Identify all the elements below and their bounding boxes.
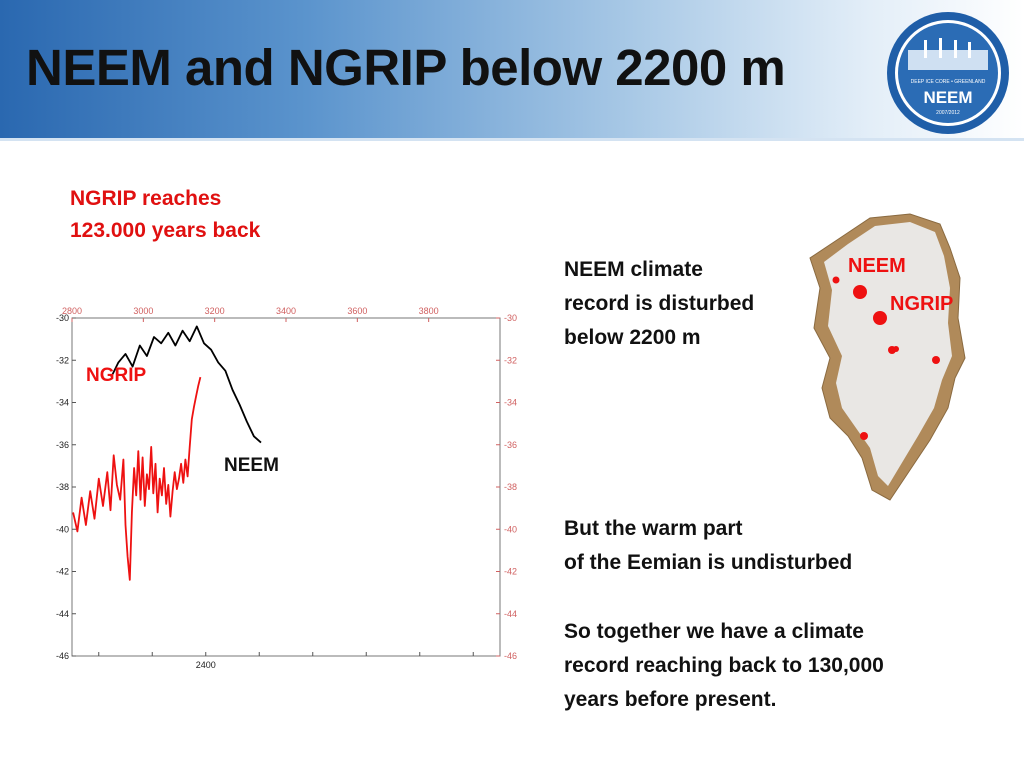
map-site-dot: [860, 432, 868, 440]
text-disturbed-line-1: NEEM climate: [564, 258, 703, 281]
text-disturbed-line-2: record is disturbed: [564, 292, 755, 315]
text-disturbed-line-3: below 2200 m: [564, 326, 701, 349]
left-axis-tick-label: -42: [56, 567, 69, 577]
text-conclusion: So together we have a climate record rea…: [564, 615, 884, 717]
greenland-map: NEEM NGRIP: [809, 213, 966, 501]
right-axis-tick-label: -42: [504, 567, 517, 577]
text-disturbed: NEEM climate record is disturbed below 2…: [564, 253, 754, 355]
map-site-dot: [893, 346, 899, 352]
right-axis-tick-label: -32: [504, 355, 517, 365]
map-label-ngrip: NGRIP: [890, 293, 953, 315]
logo-subtitle: DEEP ICE CORE • GREENLAND: [911, 79, 986, 85]
left-axis-tick-label: -32: [56, 355, 69, 365]
map-site-dot: [932, 356, 940, 364]
right-axis-tick-label: -44: [504, 609, 517, 619]
ngrip-reach-line-2: 123.000 years back: [70, 219, 261, 242]
left-axis-tick-label: -34: [56, 398, 69, 408]
map-site-dot: [832, 276, 840, 284]
left-axis-tick-label: -40: [56, 524, 69, 534]
text-conclusion-line-1: So together we have a climate: [564, 620, 864, 643]
chart-label-ngrip: NGRIP: [86, 365, 147, 386]
right-axis-tick-label: -40: [504, 524, 517, 534]
neem-logo: DEEP ICE CORE • GREENLAND NEEM 2007/2012: [887, 12, 1009, 134]
text-undisturbed-line-1: But the warm part: [564, 517, 743, 540]
chart-label-neem: NEEM: [224, 455, 279, 476]
left-axis-tick-label: -44: [56, 609, 69, 619]
map-site-dot: [853, 285, 867, 299]
top-axis-tick-label: 3800: [419, 306, 439, 316]
top-axis-tick-label: 3400: [276, 306, 296, 316]
logo-neem-text: NEEM: [923, 88, 972, 107]
left-axis-tick-label: -38: [56, 482, 69, 492]
left-axis-tick-label: -46: [56, 651, 69, 661]
bottom-axis-tick-label: 2400: [196, 660, 216, 670]
ngrip-reach-note: NGRIP reaches 123.000 years back: [70, 183, 260, 247]
title-banner-underline: [0, 138, 1024, 141]
top-axis-tick-label: 3000: [133, 306, 153, 316]
right-axis-tick-label: -30: [504, 313, 517, 323]
series-line-ngrip: [72, 376, 202, 581]
title-banner: [0, 0, 1024, 138]
series-line-neem: [110, 325, 262, 444]
text-undisturbed-line-2: of the Eemian is undisturbed: [564, 551, 853, 574]
right-axis-tick-label: -38: [504, 482, 517, 492]
left-axis-tick-label: -30: [56, 313, 69, 323]
logo-years: 2007/2012: [936, 110, 960, 116]
top-axis-tick-label: 3600: [347, 306, 367, 316]
text-undisturbed: But the warm part of the Eemian is undis…: [564, 512, 852, 580]
isotope-chart: -30 -32 -34 -36 -38 -40 -42 -44 -46 -30 -32 -34 -36 -…: [56, 306, 517, 670]
slide-title: NEEM and NGRIP below 2200 m: [26, 39, 786, 96]
left-axis-tick-label: -36: [56, 440, 69, 450]
map-label-neem: NEEM: [848, 255, 906, 277]
text-conclusion-line-3: years before present.: [564, 688, 777, 711]
right-axis-tick-label: -34: [504, 398, 517, 408]
top-axis-tick-label: 3200: [205, 306, 225, 316]
ngrip-reach-line-1: NGRIP reaches: [70, 187, 222, 210]
text-conclusion-line-2: record reaching back to 130,000: [564, 654, 884, 677]
right-axis-tick-label: -46: [504, 651, 517, 661]
map-site-dot: [873, 311, 887, 325]
right-axis-tick-label: -36: [504, 440, 517, 450]
top-axis-tick-label: 2800: [62, 306, 82, 316]
